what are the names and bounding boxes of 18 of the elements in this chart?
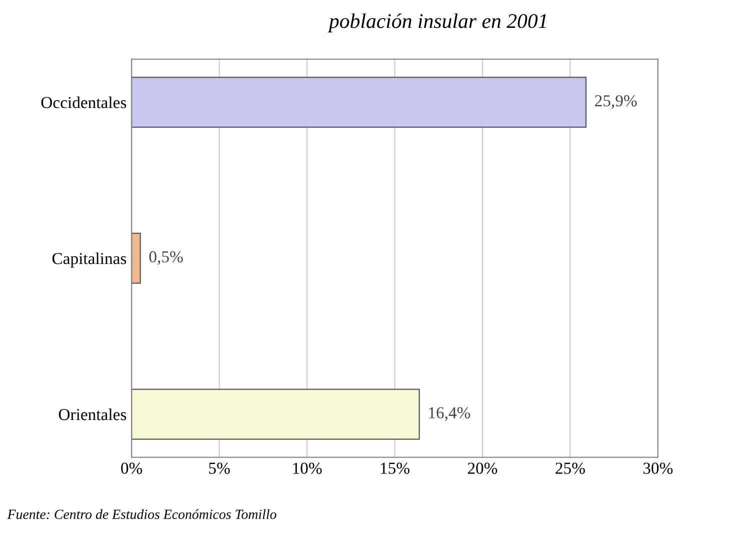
x-tick-label: 30% [643, 462, 673, 474]
data-label: 16,4% [429, 407, 470, 421]
data-label: 0,5% [149, 251, 183, 265]
y-tick-label: Occidentales [41, 96, 126, 108]
x-tick-label: 20% [468, 462, 498, 474]
bar [132, 232, 141, 284]
x-tick-label: 0% [121, 462, 142, 474]
chart-title: población insular en 2001 [328, 13, 546, 32]
data-label: 25,9% [595, 95, 637, 109]
x-tick-label: 10% [293, 462, 322, 474]
x-tick-label: 15% [380, 462, 410, 474]
y-tick-label: Orientales [58, 408, 126, 420]
bar [132, 76, 587, 128]
x-tick-label: 5% [209, 462, 230, 474]
bar [132, 388, 420, 440]
source-note: Fuente: Centro de Estudios Económicos Tomillo [7, 509, 276, 520]
x-tick-label: 25% [556, 462, 585, 474]
y-tick-label: Capitalinas [52, 252, 126, 268]
